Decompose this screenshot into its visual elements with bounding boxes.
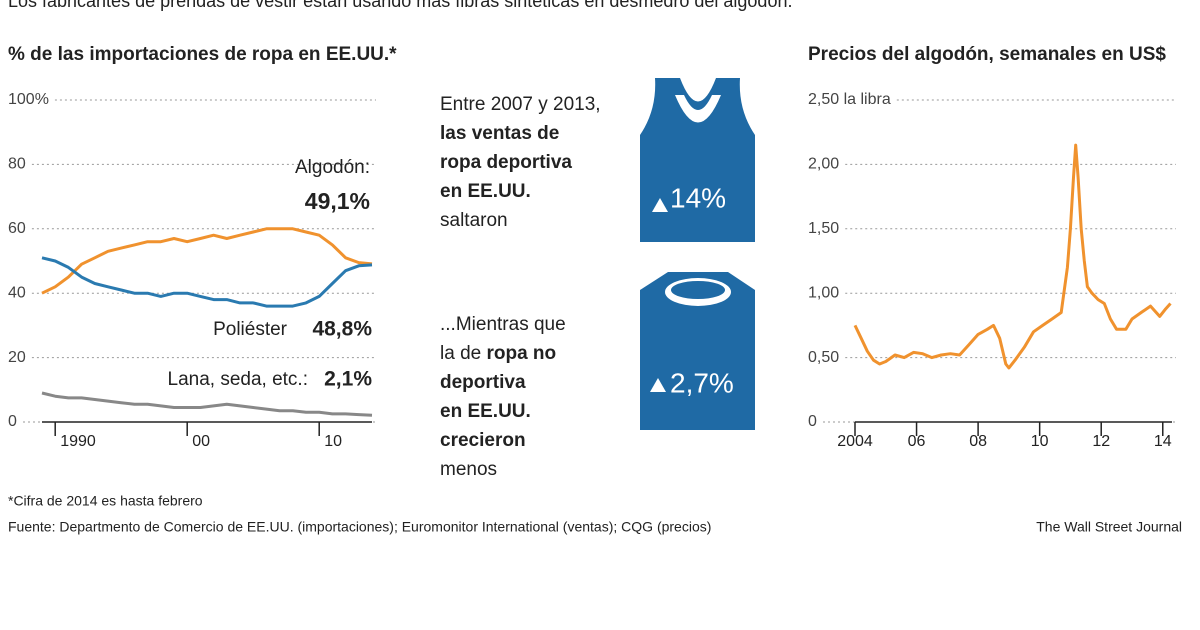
series-line — [41, 256, 373, 308]
y-tick-label: 2,50 la libra — [808, 91, 891, 108]
series-line — [41, 227, 373, 295]
blurb-line: saltaron — [440, 210, 508, 231]
blurb-segment: crecieron — [440, 430, 526, 451]
value-label: 48,8% — [312, 318, 372, 341]
credit: The Wall Street Journal — [1036, 519, 1182, 535]
blurb-line: menos — [440, 459, 497, 480]
blurb-line: la de ropa no — [440, 343, 556, 364]
up-arrow — [650, 378, 666, 392]
blurb-line: las ventas de — [440, 123, 559, 144]
shirt-collar-inner — [671, 281, 725, 299]
x-tick-label: 12 — [1092, 433, 1110, 450]
x-tick-label: 10 — [1031, 433, 1049, 450]
y-tick-label: 1,00 — [808, 284, 839, 301]
blurb-segment: ropa no — [486, 343, 556, 364]
blurb-segment: las ventas de — [440, 123, 559, 144]
blurb-segment: saltaron — [440, 210, 508, 231]
tank-top-icon — [640, 78, 755, 242]
header: Los fabricantes de prendas de vestir est… — [8, 0, 792, 11]
legend-label: Lana, seda, etc.: — [168, 369, 309, 390]
x-tick-label: 06 — [908, 433, 926, 450]
badge-value: 14% — [670, 182, 726, 213]
y-tick-label: 40 — [8, 284, 26, 301]
y-tick-label: 80 — [8, 156, 26, 173]
footnote: *Cifra de 2014 es hasta febrero — [8, 493, 203, 509]
y-tick-label: 20 — [8, 349, 26, 366]
blurb-segment: ropa deportiva — [440, 152, 572, 173]
value-label: 49,1% — [305, 188, 370, 214]
up-arrow — [652, 198, 668, 212]
shirt-icon — [640, 272, 755, 430]
blurb-line: crecieron — [440, 430, 526, 451]
tank-neck — [675, 95, 721, 123]
blurb-line: en EE.UU. — [440, 181, 531, 202]
x-tick-label: 10 — [324, 433, 342, 450]
y-tick-label: 60 — [8, 220, 26, 237]
blurb-segment: deportiva — [440, 372, 526, 393]
blurb-line: ...Mientras que — [440, 314, 566, 335]
y-tick-label: 1,50 — [808, 220, 839, 237]
chart-title: % de las importaciones de ropa en EE.UU.… — [8, 44, 397, 65]
blurb-line: Entre 2007 y 2013, — [440, 94, 601, 115]
series-line — [853, 143, 1172, 370]
y-tick-label: 0 — [8, 413, 17, 430]
blurb-segment: en EE.UU. — [440, 401, 531, 422]
blurb-line: deportiva — [440, 372, 526, 393]
source: Fuente: Departmento de Comercio de EE.UU… — [8, 519, 711, 535]
blurb-segment: ...Mientras que — [440, 314, 566, 335]
blurb-line: en EE.UU. — [440, 401, 531, 422]
blurb-segment: en EE.UU. — [440, 181, 531, 202]
x-tick-label: 2004 — [837, 433, 873, 450]
blurb-segment: menos — [440, 459, 497, 480]
chart-title: Precios del algodón, semanales en US$ — [808, 44, 1166, 65]
x-tick-label: 08 — [969, 433, 987, 450]
legend-label: Poliéster — [213, 319, 288, 340]
x-tick-label: 00 — [192, 433, 210, 450]
y-tick-label: 2,00 — [808, 156, 839, 173]
x-tick-label: 1990 — [60, 433, 96, 450]
value-label: 2,1% — [324, 368, 372, 391]
series-line — [41, 391, 373, 417]
x-tick-label: 14 — [1154, 433, 1172, 450]
y-tick-label: 0,50 — [808, 349, 839, 366]
legend-label: Algodón: — [295, 157, 370, 178]
blurb-line: ropa deportiva — [440, 152, 572, 173]
badge-value: 2,7% — [670, 367, 734, 398]
blurb-segment: la de — [440, 343, 486, 364]
blurb-segment: Entre 2007 y 2013, — [440, 94, 601, 115]
y-tick-label: 100% — [8, 91, 49, 108]
y-tick-label: 0 — [808, 413, 817, 430]
